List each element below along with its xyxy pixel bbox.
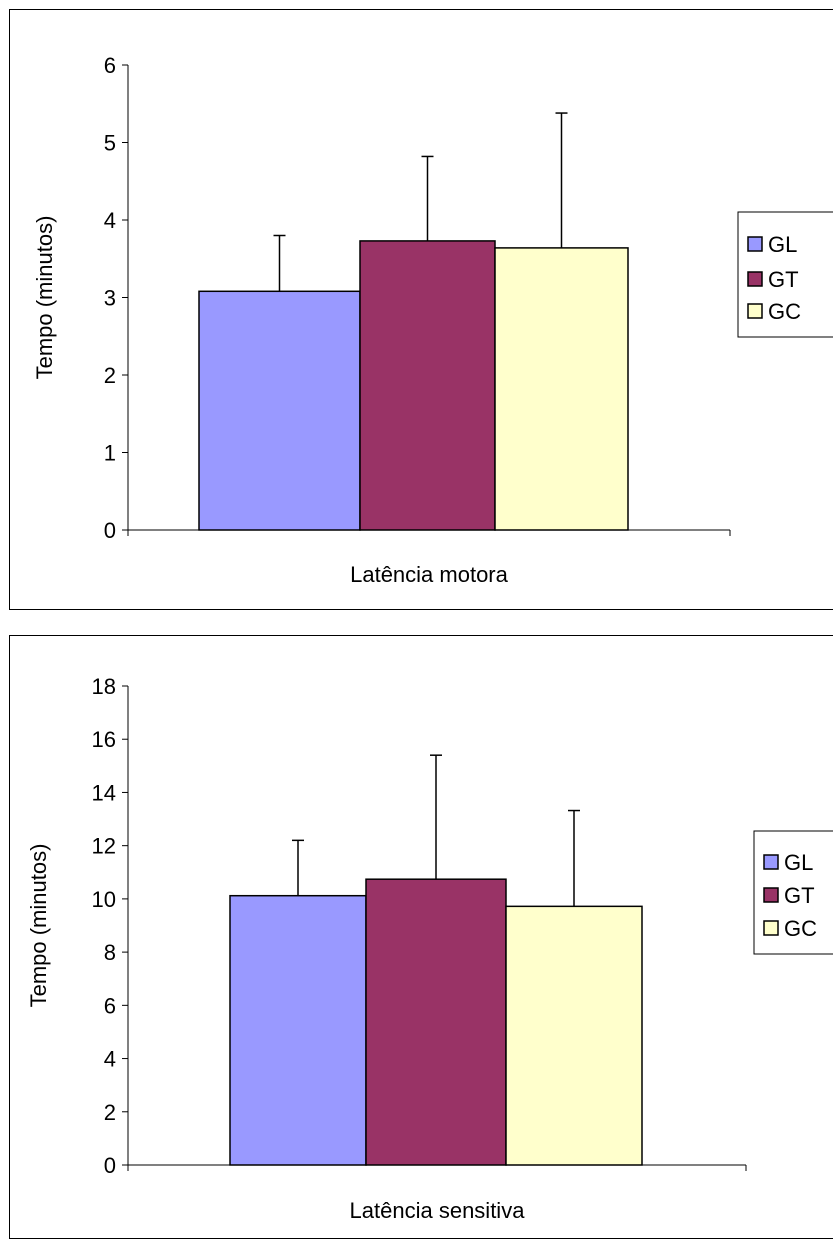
y-tick-label: 4: [104, 208, 116, 233]
bar-gc: [505, 905, 643, 1166]
legend-swatch-gl: [747, 236, 763, 252]
chart-latencia-sensitiva: 0 2 4 6 8 10 12 14 16 18 Tempo (minutos) Latência s…: [26, 674, 833, 1223]
y-tick-label: 8: [104, 940, 116, 965]
y-tick-label: 12: [92, 834, 116, 859]
legend-swatch-gc: [747, 303, 763, 319]
legend-label-gl: GL: [784, 850, 813, 875]
chart-panel-latencia-sensitiva: 0 2 4 6 8 10 12 14 16 18 Tempo (minutos) Latência s…: [9, 635, 833, 1239]
x-axis-label: Latência motora: [350, 562, 509, 587]
legend-label-gl: GL: [768, 232, 797, 257]
legend-swatch-gc: [763, 920, 779, 936]
chart-latencia-motora: 0 1 2 3 4 5 6 Tempo (minutos) Latência motora GL G…: [32, 53, 833, 587]
bar-gl: [229, 894, 367, 1166]
y-tick-label: 6: [104, 993, 116, 1018]
y-tick-label: 14: [92, 780, 116, 805]
y-tick-label: 2: [104, 1100, 116, 1125]
y-tick-label: 18: [92, 674, 116, 699]
y-tick-label: 16: [92, 727, 116, 752]
legend-label-gt: GT: [768, 267, 799, 292]
y-tick-label: 3: [104, 286, 116, 311]
legend-label-gt: GT: [784, 883, 815, 908]
y-tick-label: 4: [104, 1047, 116, 1072]
y-tick-label: 0: [104, 518, 116, 543]
y-tick-label: 10: [92, 887, 116, 912]
chart-panel-latencia-motora: 0 1 2 3 4 5 6 Tempo (minutos) Latência motora GL G…: [9, 9, 833, 610]
y-tick-label: 0: [104, 1153, 116, 1178]
y-tick-label: 1: [104, 441, 116, 466]
y-axis-label: Tempo (minutos): [26, 844, 51, 1008]
y-axis-label: Tempo (minutos): [32, 216, 57, 380]
y-tick-label: 6: [104, 53, 116, 78]
legend-label-gc: GC: [768, 299, 801, 324]
legend-swatch-gt: [763, 887, 779, 903]
bar-gt: [365, 878, 507, 1166]
x-axis-label: Latência sensitiva: [350, 1198, 526, 1223]
legend-label-gc: GC: [784, 916, 817, 941]
y-tick-label: 5: [104, 131, 116, 156]
legend-swatch-gl: [763, 854, 779, 870]
y-tick-label: 2: [104, 363, 116, 388]
bar-gt: [359, 240, 496, 531]
bar-gc: [494, 247, 629, 531]
legend-swatch-gt: [747, 271, 763, 287]
bar-gl: [198, 290, 361, 531]
